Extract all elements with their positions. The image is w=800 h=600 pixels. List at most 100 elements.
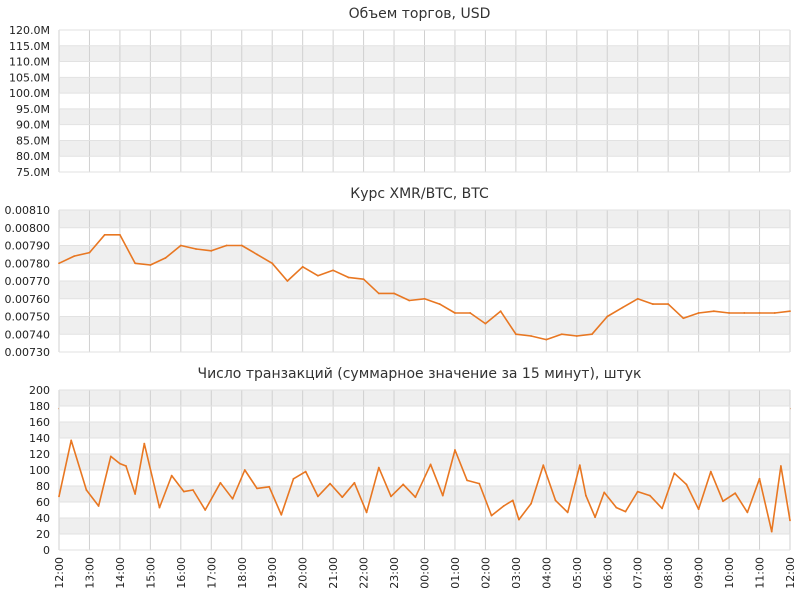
data-point (390, 495, 392, 498)
chart-title: Число транзакций (суммарное значение за … (197, 366, 641, 382)
series-points (58, 233, 791, 341)
data-point (301, 265, 304, 268)
data-point (347, 276, 350, 279)
data-point (256, 253, 258, 256)
data-point (192, 489, 194, 491)
data-point (423, 297, 426, 300)
data-point (70, 439, 73, 442)
data-point (365, 511, 368, 514)
data-point (88, 251, 91, 254)
chart-title: Объем торгов, USD (349, 6, 491, 22)
data-point (243, 469, 246, 471)
x-tick-label: 06:00 (601, 557, 614, 589)
data-point (182, 490, 185, 493)
data-point (438, 303, 441, 305)
data-point (353, 481, 356, 484)
data-point (377, 466, 380, 469)
y-axis-labels: 0.00730 0.00740 0.00750 0.00760 0.00770 0.007… (5, 204, 51, 359)
data-point (204, 509, 207, 511)
x-tick-label: 16:00 (175, 557, 188, 589)
x-tick-label: 22:00 (358, 557, 371, 589)
data-point (530, 335, 533, 337)
x-tick-label: 13:00 (83, 557, 96, 589)
y-tick-label: 80.0M (16, 150, 50, 163)
data-point (231, 497, 234, 500)
y-tick-label: 0.00750 (5, 311, 51, 324)
data-point (789, 310, 791, 313)
y-tick-label: 200 (29, 384, 50, 397)
data-point (225, 244, 228, 247)
data-point (119, 233, 121, 236)
y-axis-labels: 0 20 40 60 80 100 120 140 160 180 200 (29, 384, 50, 557)
data-point (673, 472, 676, 475)
data-point (286, 280, 289, 282)
data-point (566, 511, 569, 514)
y-tick-label: 100 (29, 464, 50, 477)
chart-panel-1: Объем торгов, USD 75.0M 80.0M 85.0M 90.0M 95.… (9, 6, 791, 410)
x-tick-label: 12:00 (53, 557, 66, 589)
data-point (125, 465, 127, 467)
x-tick-label: 02:00 (479, 557, 492, 589)
data-point (554, 499, 557, 502)
data-point (648, 494, 651, 497)
data-point (414, 496, 417, 499)
data-point (636, 490, 639, 493)
data-point (624, 510, 627, 513)
chart-title: Курс XMR/BTC, BTC (350, 186, 489, 202)
y-axis-labels: 75.0M 80.0M 85.0M 90.0M 95.0M 100.0M 105.0M 110… (9, 24, 50, 179)
data-point (773, 312, 776, 314)
x-tick-label: 01:00 (449, 557, 462, 589)
data-point (661, 507, 663, 510)
y-tick-label: 140 (29, 432, 50, 445)
data-point (789, 519, 791, 522)
y-tick-label: 0.00770 (5, 275, 51, 288)
data-point (271, 262, 274, 265)
data-point (329, 482, 331, 485)
data-point (615, 506, 618, 509)
data-point (429, 463, 432, 466)
series-points (58, 439, 791, 533)
data-point (268, 485, 271, 488)
horizontal-gridlines (59, 29, 790, 173)
chart-panel-3: Число транзакций (суммарное значение за … (29, 366, 797, 589)
y-tick-label: 0.00760 (5, 293, 51, 306)
vertical-gridlines (58, 30, 791, 172)
data-point (575, 335, 578, 337)
x-tick-label: 18:00 (236, 557, 249, 589)
data-point (134, 262, 137, 265)
y-tick-label: 85.0M (16, 134, 50, 147)
y-tick-label: 0.00780 (5, 257, 51, 270)
data-point (697, 312, 700, 314)
data-point (158, 506, 161, 509)
y-tick-label: 20 (36, 528, 50, 541)
data-point (606, 315, 609, 318)
data-point (667, 303, 670, 305)
data-point (316, 274, 319, 277)
x-tick-label: 11:00 (754, 557, 767, 589)
x-tick-label: 15:00 (144, 557, 157, 589)
x-tick-label: 08:00 (662, 557, 675, 589)
data-point (219, 481, 222, 484)
x-axis-labels: 12:00 13:00 14:00 15:00 16:00 17:00 18:00 19:00… (53, 557, 797, 589)
x-tick-label: 10:00 (723, 557, 736, 589)
data-point (712, 310, 715, 313)
y-tick-label: 115.0M (9, 40, 50, 53)
data-point (58, 495, 60, 498)
y-tick-label: 60 (36, 496, 50, 509)
data-point (502, 505, 505, 507)
data-point (682, 317, 685, 320)
y-tick-label: 180 (29, 400, 50, 413)
y-tick-label: 0.00730 (5, 346, 51, 359)
data-point (332, 269, 335, 272)
data-point (530, 502, 533, 505)
data-point (454, 449, 456, 451)
data-point (779, 465, 782, 467)
data-point (341, 496, 344, 499)
data-point (734, 492, 737, 495)
data-point (484, 322, 487, 325)
data-point (585, 494, 587, 497)
data-point (603, 491, 606, 494)
data-point (195, 248, 197, 250)
